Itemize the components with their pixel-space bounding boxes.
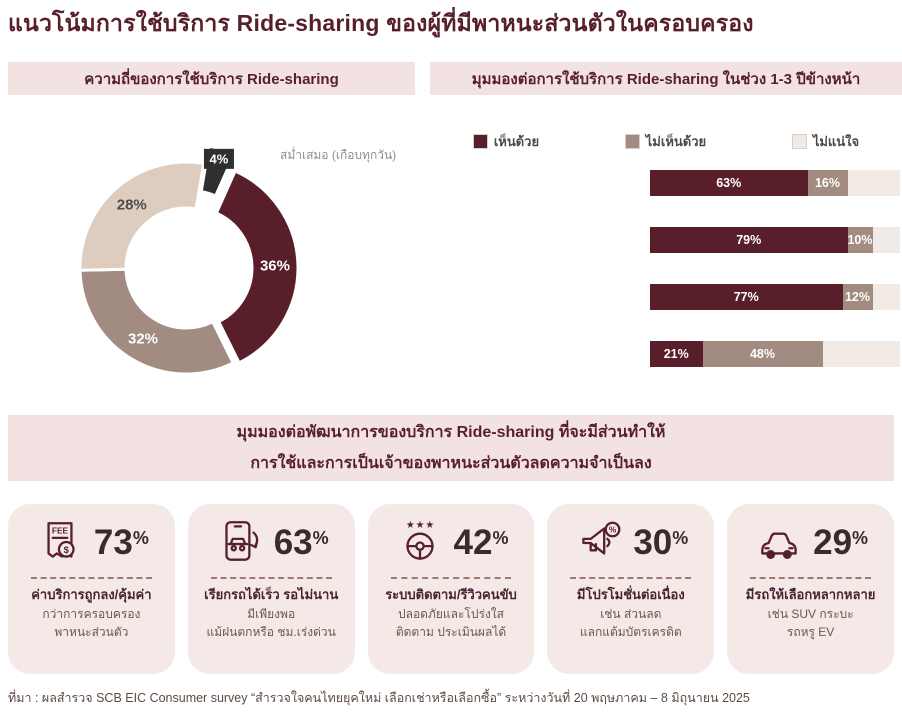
card-text-line: ติดตาม ประเมินผลได้ <box>395 624 507 639</box>
frequency-panel-header: ความถี่ของการใช้บริการ Ride-sharing <box>8 62 415 95</box>
outlook-panel-header: มุมมองต่อการใช้บริการ Ride-sharing ในช่ว… <box>430 62 902 95</box>
legend-item-unsure: ไม่แน่ใจ <box>791 131 860 152</box>
card-text-line: มีรถให้เลือกหลากหลาย <box>745 587 876 602</box>
card-text-line: แลกแต้มบัตรเครดิต <box>579 624 682 639</box>
bar-segment-label: 77% <box>733 290 759 304</box>
svg-text:★ ★ ★: ★ ★ ★ <box>405 519 434 529</box>
source-footnote: ที่มา : ผลสำรวจ SCB EIC Consumer survey … <box>8 691 750 705</box>
card-divider <box>31 577 152 579</box>
card-text-line: มีเพียงพอ <box>247 606 296 621</box>
svg-text:FEE: FEE <box>52 526 69 536</box>
receipt-fee-icon: FEE $ <box>47 522 75 558</box>
benefit-card-fee: FEE $ 73% ค่าบริการถูกลง/คุ้มค่า กว่าการ… <box>8 504 175 674</box>
bar-segment-unsure <box>822 341 900 367</box>
stacked-bar-row: 79% 10% <box>650 227 900 253</box>
benefit-card-promotion: % 30% มีโปรโมชั่นต่อเนื่อง เช่น ส่วนลด แ… <box>547 504 715 674</box>
card-value: 42 <box>453 522 493 562</box>
card-text-line: ค่าบริการถูกลง/คุ้มค่า <box>31 587 152 602</box>
benefit-cards: FEE $ 73% ค่าบริการถูกลง/คุ้มค่า กว่าการ… <box>8 504 894 674</box>
card-text-line: มีโปรโมชั่นต่อเนื่อง <box>576 587 685 602</box>
benefit-card-variety: 29% มีรถให้เลือกหลากหลาย เช่น SUV กระบะ … <box>727 504 894 674</box>
bar-segment-agree: 77% <box>650 284 843 310</box>
svg-text:$: $ <box>64 545 70 555</box>
card-unit: % <box>672 527 689 548</box>
card-text-line: เช่น ส่วนลด <box>600 606 662 621</box>
donut-slice <box>214 169 300 365</box>
megaphone-icon: % <box>582 521 621 555</box>
card-text-line: พาหนะส่วนตัว <box>54 624 129 639</box>
donut-slice-label: 36% <box>260 258 290 275</box>
donut-chart: 36% 32% 28% 4% <box>78 144 300 376</box>
bar-segment-disagree: 12% <box>842 284 873 310</box>
stacked-bar-row: 63% 16% <box>650 170 900 196</box>
banner-line-1: มุมมองต่อพัฒนาการของบริการ Ride-sharing … <box>236 424 666 441</box>
bar-segment-disagree: 48% <box>702 341 823 367</box>
bar-segment-agree: 63% <box>650 170 808 196</box>
donut-annotation: สม่ำเสมอ (เกือบทุกวัน) <box>280 148 397 162</box>
bar-segment-label: 48% <box>749 347 776 361</box>
bar-segment-agree: 79% <box>650 227 848 253</box>
donut-slice-label: 28% <box>117 197 147 214</box>
bar-segment-label: 12% <box>844 290 871 304</box>
card-value: 29 <box>813 522 853 562</box>
card-value: 63 <box>273 522 313 562</box>
bar-segment-label: 63% <box>716 176 742 190</box>
card-value: 73 <box>93 522 133 562</box>
card-divider <box>750 577 871 579</box>
legend: เห็นด้วย ไม่เห็นด้วย ไม่แน่ใจ <box>430 131 902 151</box>
donut-slice-label-bg <box>203 148 234 169</box>
bar-segment-disagree: 10% <box>847 227 873 253</box>
donut-slice <box>78 267 236 376</box>
stacked-bar-row: 21% 48% <box>650 341 900 367</box>
legend-item-disagree: ไม่เห็นด้วย <box>624 131 707 152</box>
card-text-line: เรียกรถได้เร็ว รอไม่นาน <box>204 587 339 602</box>
card-unit: % <box>312 527 329 548</box>
stacked-bar-chart: 63% 16% 79% 10% 77% 12% 21% 48% <box>650 170 900 367</box>
bar-segment-unsure <box>847 170 900 196</box>
stacked-bar-row: 77% 12% <box>650 284 900 310</box>
card-unit: % <box>132 527 149 548</box>
car-icon <box>761 532 797 559</box>
card-divider <box>570 577 692 579</box>
legend-label: ไม่เห็นด้วย <box>645 133 707 149</box>
bar-segment-label: 79% <box>736 233 762 247</box>
banner-line-2: การใช้และการเป็นเจ้าของพาหนะส่วนตัวลดควา… <box>250 455 652 472</box>
legend-swatch-agree <box>472 133 488 149</box>
card-divider <box>210 577 332 579</box>
card-text-line: ระบบติดตาม/รีวิวคนขับ <box>385 587 517 602</box>
donut-slice <box>78 160 206 272</box>
phone-car-icon <box>225 521 258 561</box>
bar-segment-unsure <box>872 284 900 310</box>
donut-slice-label: 32% <box>128 330 158 347</box>
card-text-line: แม้ฝนตกหรือ ชม.เร่งด่วน <box>206 624 336 639</box>
bar-segment-label: 16% <box>814 176 841 190</box>
bar-segment-agree: 21% <box>650 341 703 367</box>
benefit-card-tracking: ★ ★ ★ 42% ระบบติดตาม/รีวิวคนขับ ปลอดภัยแ… <box>367 504 535 674</box>
legend-item-agree: เห็นด้วย <box>472 131 540 152</box>
legend-swatch-disagree <box>624 133 640 149</box>
svg-text:%: % <box>609 525 617 535</box>
page-title: แนวโน้มการใช้บริการ Ride-sharing ของผู้ท… <box>8 10 754 36</box>
bar-segment-label: 10% <box>847 233 873 247</box>
card-value: 30 <box>633 522 673 562</box>
legend-label: ไม่แน่ใจ <box>812 133 860 149</box>
card-text-line: กว่าการครอบครอง <box>42 606 141 621</box>
bar-segment-label: 21% <box>663 347 689 361</box>
card-text-line: เช่น SUV กระบะ <box>767 606 854 621</box>
donut-slice-label: 4% <box>210 151 229 166</box>
card-text-line: รถหรู EV <box>786 624 835 639</box>
bar-segment-disagree: 16% <box>807 170 848 196</box>
steering-wheel-stars-icon: ★ ★ ★ <box>405 519 434 560</box>
card-text-line: ปลอดภัยและโปร่งใส <box>397 606 504 621</box>
card-unit: % <box>492 527 509 548</box>
bar-segment-unsure <box>872 227 900 253</box>
legend-swatch-unsure <box>791 133 807 149</box>
card-divider <box>390 577 512 579</box>
development-banner: มุมมองต่อพัฒนาการของบริการ Ride-sharing … <box>8 415 894 481</box>
benefit-card-speed: 63% เรียกรถได้เร็ว รอไม่นาน มีเพียงพอ แม… <box>187 504 355 674</box>
legend-label: เห็นด้วย <box>493 133 540 149</box>
card-unit: % <box>852 527 869 548</box>
